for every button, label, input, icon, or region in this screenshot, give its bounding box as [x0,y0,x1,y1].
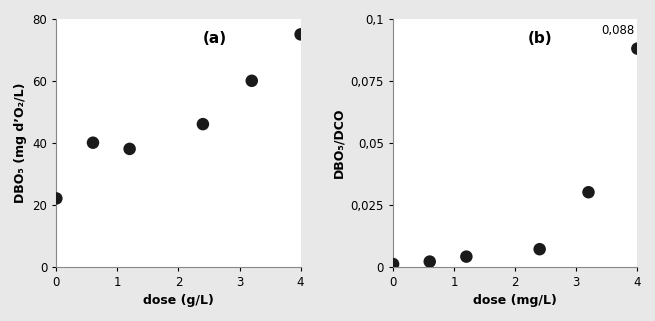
Point [124,146,135,152]
Point [295,32,306,37]
Point [424,259,435,264]
Point [461,254,472,259]
Point [246,78,257,83]
Text: (a): (a) [203,31,227,46]
Point [51,196,62,201]
Y-axis label: DBO₅/DCO: DBO₅/DCO [332,108,345,178]
Text: (b): (b) [527,31,552,46]
Point [583,190,593,195]
Point [388,262,398,267]
Y-axis label: DBO₅ (mg d’O₂/L): DBO₅ (mg d’O₂/L) [14,82,27,203]
Text: 0,088: 0,088 [601,24,634,37]
Point [632,46,643,51]
Point [534,247,545,252]
X-axis label: dose (g/L): dose (g/L) [143,294,214,307]
Point [88,140,98,145]
Point [198,122,208,127]
X-axis label: dose (mg/L): dose (mg/L) [474,294,557,307]
